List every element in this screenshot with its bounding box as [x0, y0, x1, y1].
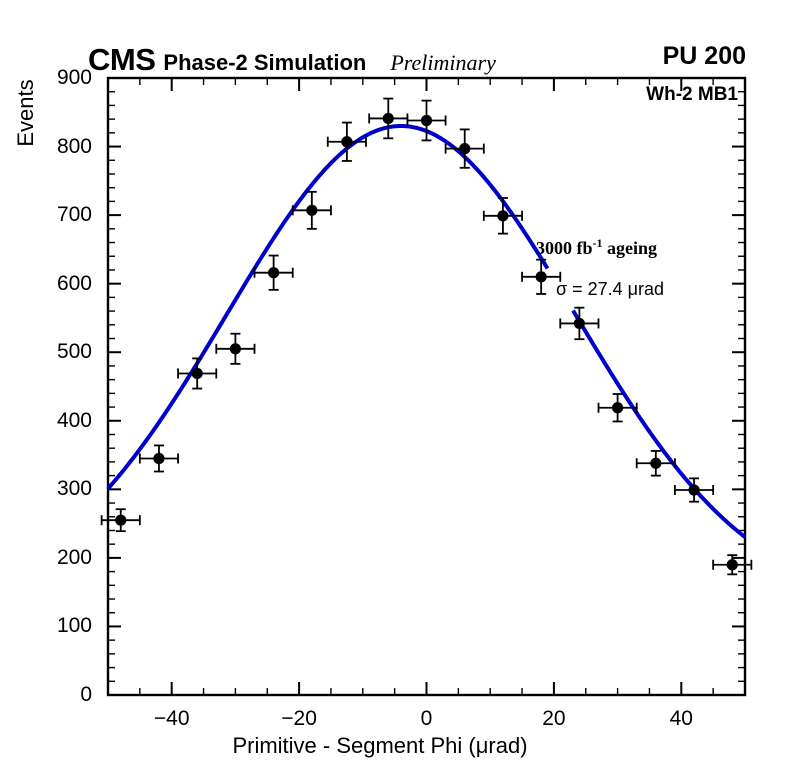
data-point: [712, 554, 753, 576]
data-point: [368, 97, 409, 140]
marker: [115, 514, 127, 526]
marker: [341, 136, 353, 148]
data-point: [406, 99, 447, 142]
marker: [382, 112, 394, 125]
marker: [459, 143, 471, 155]
data-point: [444, 128, 485, 169]
marker: [650, 457, 662, 469]
data-point: [253, 254, 294, 291]
data-points: [100, 97, 753, 576]
marker: [573, 317, 585, 330]
marker: [229, 343, 241, 355]
marker: [420, 114, 433, 127]
marker: [497, 210, 509, 222]
data-point: [521, 258, 562, 295]
data-point: [138, 444, 179, 473]
marker: [268, 267, 280, 279]
data-point: [674, 477, 715, 503]
data-point: [100, 508, 141, 533]
data-point: [635, 450, 676, 477]
axis-ticks: [107, 77, 746, 696]
marker: [153, 452, 165, 465]
fit-curve: [106, 123, 747, 539]
marker: [191, 367, 203, 380]
data-point: [177, 357, 218, 390]
fit-curve-segment: [106, 123, 550, 490]
data-point: [326, 121, 367, 162]
fit-curve-segment: [571, 309, 747, 539]
marker: [535, 271, 547, 283]
marker: [612, 402, 624, 414]
data-point: [597, 393, 638, 423]
data-point: [482, 197, 523, 235]
plot-frame: [106, 76, 747, 697]
marker: [306, 204, 318, 216]
marker: [726, 559, 738, 571]
data-point: [215, 332, 256, 365]
marker: [688, 484, 700, 496]
data-point: [291, 190, 332, 230]
data-point: [559, 306, 600, 341]
